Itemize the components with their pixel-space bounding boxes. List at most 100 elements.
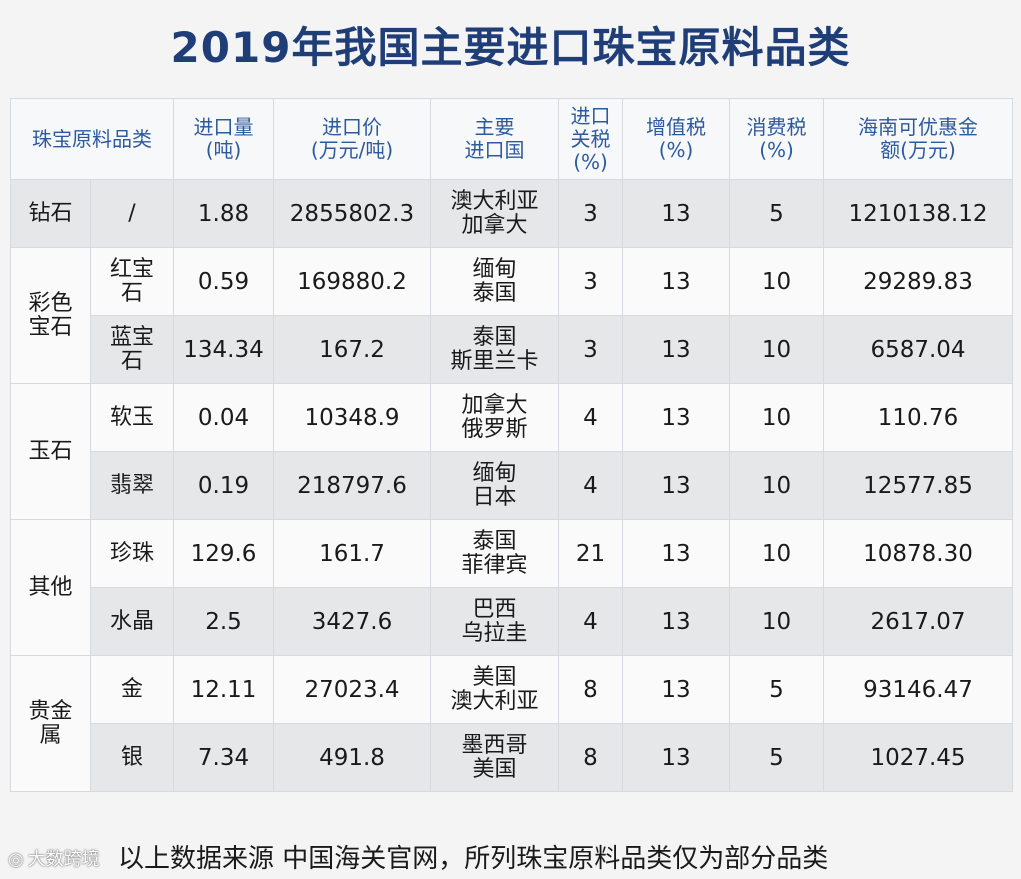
hainan-discount-cell: 110.76	[823, 383, 1013, 452]
page-title: 2019年我国主要进口珠宝原料品类	[170, 23, 851, 72]
origin-cell: 墨西哥 美国	[430, 723, 559, 792]
volume-cell: 0.04	[173, 383, 274, 452]
subcategory-cell: /	[90, 179, 174, 248]
weibo-icon: ◎	[8, 849, 24, 870]
price-cell: 167.2	[273, 315, 431, 384]
tariff-cell: 8	[558, 655, 623, 724]
group-diamond: 钻石	[10, 179, 91, 248]
header-price: 进口价 (万元/吨)	[273, 98, 431, 180]
consumption-tax-cell: 10	[729, 451, 824, 520]
origin-cell: 缅甸 日本	[430, 451, 559, 520]
origin-cell: 澳大利亚 加拿大	[430, 179, 559, 248]
origin-cell: 泰国 菲律宾	[430, 519, 559, 588]
group-other: 其他	[10, 519, 91, 656]
vat-cell: 13	[622, 519, 730, 588]
table-row: 玉石 软玉 0.04 10348.9 加拿大 俄罗斯 4 13 10 110.76	[10, 383, 1013, 520]
hainan-discount-cell: 1027.45	[823, 723, 1013, 792]
table-row: 翡翠 0.19 218797.6 缅甸 日本 4 13 10 12577.85	[11, 451, 1013, 520]
volume-cell: 129.6	[173, 519, 274, 588]
hainan-discount-cell: 93146.47	[823, 655, 1013, 724]
subcategory-cell: 蓝宝石	[90, 315, 174, 384]
vat-cell: 13	[622, 655, 730, 724]
header-origin: 主要 进口国	[430, 98, 559, 180]
tariff-cell: 3	[558, 247, 623, 316]
price-cell: 218797.6	[273, 451, 431, 520]
vat-cell: 13	[622, 587, 730, 656]
table-row: 其他 珍珠 129.6 161.7 泰国 菲律宾 21 13 10 10878.3…	[10, 519, 1013, 656]
consumption-tax-cell: 5	[729, 723, 824, 792]
origin-cell: 加拿大 俄罗斯	[430, 383, 559, 452]
group-jade: 玉石	[10, 383, 91, 520]
hainan-discount-cell: 1210138.12	[823, 179, 1013, 248]
price-cell: 491.8	[273, 723, 431, 792]
header-category: 珠宝原料品类	[10, 98, 174, 180]
table-row: 钻石 / 1.88 2855802.3 澳大利亚 加拿大 3 13 5 12101…	[10, 179, 1013, 248]
table-row: 蓝宝石 134.34 167.2 泰国 斯里兰卡 3 13 10 6587.04	[11, 315, 1013, 384]
hainan-discount-cell: 6587.04	[823, 315, 1013, 384]
origin-cell: 巴西 乌拉圭	[430, 587, 559, 656]
subcategory-cell: 水晶	[90, 587, 174, 656]
hainan-discount-cell: 10878.30	[823, 519, 1013, 588]
subcategory-cell: 软玉	[90, 383, 174, 452]
origin-cell: 缅甸 泰国	[430, 247, 559, 316]
source-note: 以上数据来源 中国海关官网，所列珠宝原料品类仅为部分品类	[118, 844, 829, 874]
price-cell: 3427.6	[273, 587, 431, 656]
subcategory-cell: 翡翠	[90, 451, 174, 520]
volume-cell: 1.88	[173, 179, 274, 248]
watermark-text: 大数跨境	[27, 849, 100, 870]
price-cell: 169880.2	[273, 247, 431, 316]
price-cell: 10348.9	[273, 383, 431, 452]
tariff-cell: 4	[558, 451, 623, 520]
tariff-cell: 4	[558, 587, 623, 656]
header-volume: 进口量 (吨)	[173, 98, 274, 180]
vat-cell: 13	[622, 383, 730, 452]
consumption-tax-cell: 5	[729, 655, 824, 724]
header-tariff: 进口 关税 (%)	[558, 98, 623, 180]
header-hainan-discount: 海南可优惠金 额(万元)	[823, 98, 1013, 180]
subcategory-cell: 银	[90, 723, 174, 792]
vat-cell: 13	[622, 315, 730, 384]
subcategory-cell: 珍珠	[90, 519, 174, 588]
price-cell: 2855802.3	[273, 179, 431, 248]
tariff-cell: 8	[558, 723, 623, 792]
tariff-cell: 3	[558, 179, 623, 248]
tariff-cell: 21	[558, 519, 623, 588]
vat-cell: 13	[622, 451, 730, 520]
group-precious-metal: 贵金属	[10, 655, 91, 792]
price-cell: 27023.4	[273, 655, 431, 724]
subcategory-cell: 金	[90, 655, 174, 724]
vat-cell: 13	[622, 247, 730, 316]
consumption-tax-cell: 10	[729, 383, 824, 452]
vat-cell: 13	[622, 723, 730, 792]
tariff-cell: 4	[558, 383, 623, 452]
table-row: 水晶 2.5 3427.6 巴西 乌拉圭 4 13 10 2617.07	[11, 587, 1013, 656]
origin-cell: 美国 澳大利亚	[430, 655, 559, 724]
group-colored-gemstone: 彩色 宝石	[10, 247, 91, 384]
consumption-tax-cell: 10	[729, 247, 824, 316]
price-cell: 161.7	[273, 519, 431, 588]
origin-cell: 泰国 斯里兰卡	[430, 315, 559, 384]
subcategory-cell: 红宝石	[90, 247, 174, 316]
header-consumption-tax: 消费税 (%)	[729, 98, 824, 180]
volume-cell: 12.11	[173, 655, 274, 724]
table-header-row: 珠宝原料品类 进口量 (吨) 进口价 (万元/吨) 主要 进口国 进口 关税 (%) 增值…	[10, 98, 1013, 180]
consumption-tax-cell: 5	[729, 179, 824, 248]
hainan-discount-cell: 2617.07	[823, 587, 1013, 656]
consumption-tax-cell: 10	[729, 519, 824, 588]
jewel-import-table: 珠宝原料品类 进口量 (吨) 进口价 (万元/吨) 主要 进口国 进口 关税 (%) 增值…	[10, 98, 1013, 792]
volume-cell: 0.59	[173, 247, 274, 316]
header-vat: 增值税 (%)	[622, 98, 730, 180]
hainan-discount-cell: 12577.85	[823, 451, 1013, 520]
watermark: ◎ 大数跨境	[8, 845, 100, 871]
table-row: 彩色 宝石 红宝石 0.59 169880.2 缅甸 泰国 3 13 10 2928…	[10, 247, 1013, 384]
table-row: 银 7.34 491.8 墨西哥 美国 8 13 5 1027.45	[11, 723, 1013, 792]
consumption-tax-cell: 10	[729, 587, 824, 656]
volume-cell: 2.5	[173, 587, 274, 656]
tariff-cell: 3	[558, 315, 623, 384]
consumption-tax-cell: 10	[729, 315, 824, 384]
table-row: 贵金属 金 12.11 27023.4 美国 澳大利亚 8 13 5 93146.…	[10, 655, 1013, 792]
volume-cell: 7.34	[173, 723, 274, 792]
volume-cell: 134.34	[173, 315, 274, 384]
volume-cell: 0.19	[173, 451, 274, 520]
hainan-discount-cell: 29289.83	[823, 247, 1013, 316]
